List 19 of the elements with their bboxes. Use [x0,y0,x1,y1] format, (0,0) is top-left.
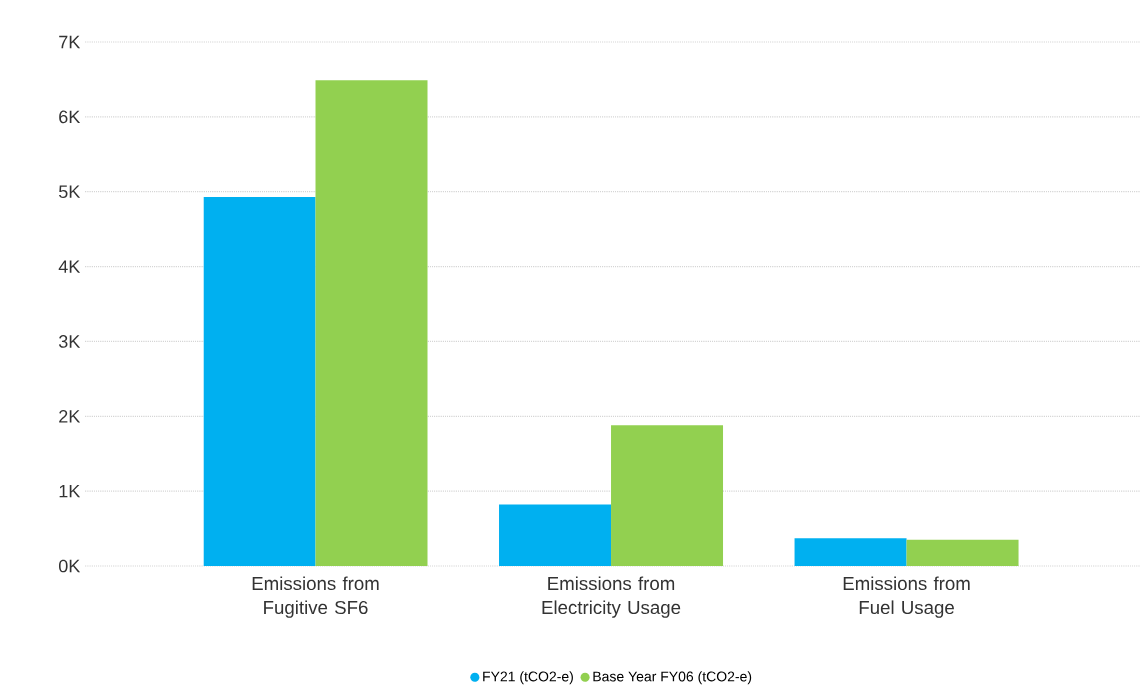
legend-label: Base Year FY06 (tCO2-e) [593,671,752,685]
bar [203,196,316,566]
x-tick-label: Emissions from Electricity Usage [542,576,681,618]
y-tick-label: 1K [59,484,81,498]
legend-label: FY21 (tCO2-e) [483,671,573,685]
y-tick-label: 4K [58,260,81,273]
bar [611,425,724,566]
y-tick-label: 6K [59,110,81,124]
bar [794,538,907,566]
bar [499,504,612,566]
x-tick-label: Emissions from Fugitive SF6 [252,576,379,618]
y-tick-label: 0K [58,559,81,573]
y-tick-label: 5K [58,185,81,198]
y-tick-label: 3K [58,335,81,348]
bar [315,80,428,566]
x-tick-label: Emissions from Fuel Usage [843,576,970,618]
y-tick-label: 7K [59,35,81,49]
y-tick-label: 2K [59,410,81,423]
bar [906,539,1019,566]
